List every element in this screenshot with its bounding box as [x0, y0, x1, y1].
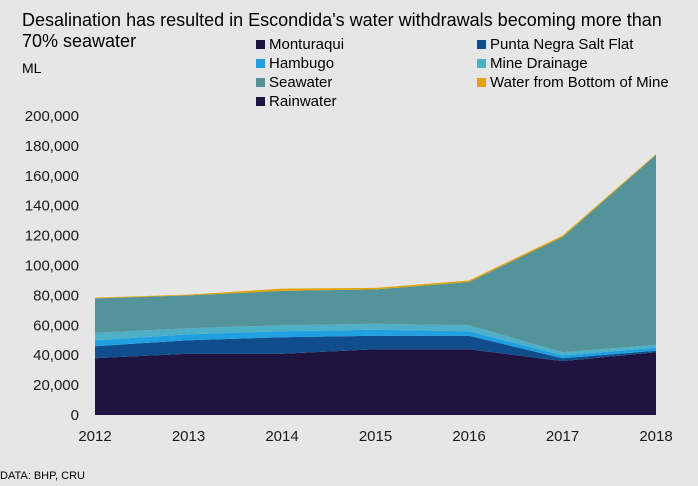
- legend-label: Rainwater: [269, 93, 337, 110]
- y-axis-unit-label: ML: [22, 60, 42, 76]
- axes-group: 0 20,000 40,000 60,000 80,000 100,000 120,000 1…: [25, 108, 673, 445]
- legend-item-mine-drainage: Mine Drainage: [477, 54, 696, 73]
- legend-label: Water from Bottom of Mine: [490, 74, 669, 91]
- legend-item-rainwater: Rainwater: [256, 92, 477, 111]
- y-tick-label: 40,000: [33, 347, 79, 364]
- y-tick-label: 120,000: [25, 228, 79, 245]
- area-hambugo: [95, 329, 656, 359]
- x-tick-label: 2016: [452, 428, 485, 445]
- y-tick-label: 100,000: [25, 258, 79, 275]
- x-tick-label: 2017: [546, 428, 579, 445]
- x-tick-label: 2018: [639, 428, 672, 445]
- legend-label: Mine Drainage: [490, 55, 588, 72]
- legend-item-punta-negra-salt-flat: Punta Negra Salt Flat: [477, 35, 696, 54]
- chart-title: Desalination has resulted in Escondida's…: [22, 10, 662, 51]
- legend-label: Monturaqui: [269, 36, 345, 53]
- legend-swatch: [477, 40, 486, 49]
- y-tick-label: 160,000: [25, 168, 79, 185]
- chart-legend: Monturaqui Punta Negra Salt Flat Hambugo Mi…: [256, 35, 696, 111]
- legend-label: Hambugo: [269, 55, 335, 72]
- y-tick-label: 80,000: [33, 287, 79, 304]
- y-tick-label: 0: [71, 407, 79, 424]
- legend-swatch: [477, 59, 486, 68]
- x-tick-label: 2014: [265, 428, 298, 445]
- source-note: DATA: BHP, CRU: [0, 470, 85, 482]
- legend-swatch: [256, 59, 265, 68]
- legend-swatch: [256, 40, 265, 49]
- area-rainwater: [95, 349, 656, 415]
- legend-item-seawater: Seawater: [256, 73, 477, 92]
- legend-swatch: [477, 78, 486, 87]
- legend-item-water-from-bottom-of-mine: Water from Bottom of Mine: [477, 73, 696, 92]
- y-tick-label: 60,000: [33, 317, 79, 334]
- x-tick-label: 2012: [78, 428, 111, 445]
- x-tick-label: 2015: [359, 428, 392, 445]
- y-tick-label: 20,000: [33, 377, 79, 394]
- area-seawater: [95, 154, 656, 353]
- y-tick-label: 200,000: [25, 108, 79, 125]
- y-tick-label: 180,000: [25, 138, 79, 155]
- legend-label: Seawater: [269, 74, 333, 91]
- area-punta-negra-salt-flat: [95, 335, 656, 362]
- y-tick-label: 140,000: [25, 198, 79, 215]
- area-mine-drainage: [95, 323, 656, 356]
- x-tick-label: 2013: [172, 428, 205, 445]
- legend-item-hambugo: Hambugo: [256, 54, 477, 73]
- legend-label: Punta Negra Salt Flat: [490, 36, 634, 53]
- legend-swatch: [256, 78, 265, 87]
- legend-swatch: [256, 97, 265, 106]
- area-series-group: [95, 154, 656, 415]
- legend-item-monturaqui: Monturaqui: [256, 35, 477, 54]
